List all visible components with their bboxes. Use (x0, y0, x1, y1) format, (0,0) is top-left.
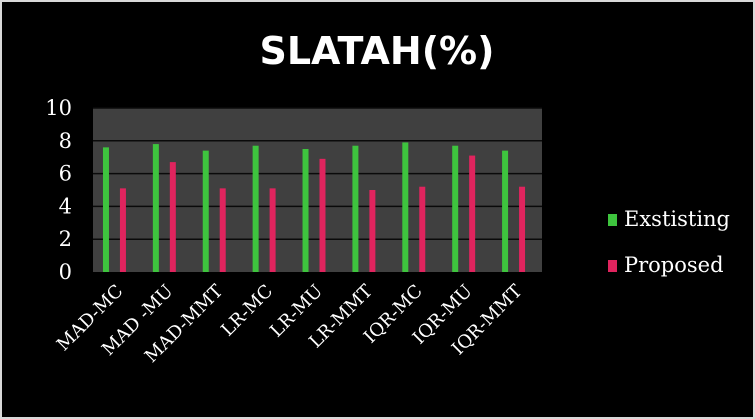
bar-proposed (319, 158, 326, 272)
bar-exstisting (302, 149, 309, 272)
bar-proposed (469, 155, 476, 272)
bar-exstisting (202, 150, 209, 272)
y-tick-label: 4 (59, 194, 72, 218)
bar-proposed (269, 188, 276, 272)
bar-exstisting (102, 147, 109, 272)
bar-proposed (369, 190, 376, 272)
legend: Exstisting Proposed (608, 207, 730, 277)
bar-exstisting (402, 142, 409, 272)
y-tick-label: 2 (59, 227, 72, 251)
y-tick-label: 6 (59, 162, 72, 186)
bar-proposed (419, 186, 426, 272)
bar-proposed (219, 188, 226, 272)
legend-swatch-proposed (608, 260, 617, 272)
legend-swatch-exstisting (608, 214, 617, 226)
chart-title: SLATAH(%) (259, 29, 494, 73)
bar-proposed (519, 186, 526, 272)
bar-exstisting (252, 145, 259, 272)
bar-exstisting (502, 150, 509, 272)
bars (102, 142, 526, 272)
plot-area (93, 108, 542, 272)
bar-exstisting (452, 145, 459, 272)
gridlines (93, 107, 542, 240)
y-tick-label: 10 (45, 96, 72, 120)
bar-exstisting (352, 145, 359, 272)
y-tick-label: 0 (59, 260, 72, 284)
bar-proposed (119, 188, 126, 272)
legend-label-proposed: Proposed (624, 253, 724, 277)
y-axis: 0 2 4 6 8 10 (45, 96, 72, 284)
x-tick-label: LR-MC (217, 281, 277, 341)
legend-label-exstisting: Exstisting (624, 207, 730, 231)
y-tick-label: 8 (59, 129, 72, 153)
bar-exstisting (152, 144, 159, 272)
bar-proposed (169, 162, 176, 272)
